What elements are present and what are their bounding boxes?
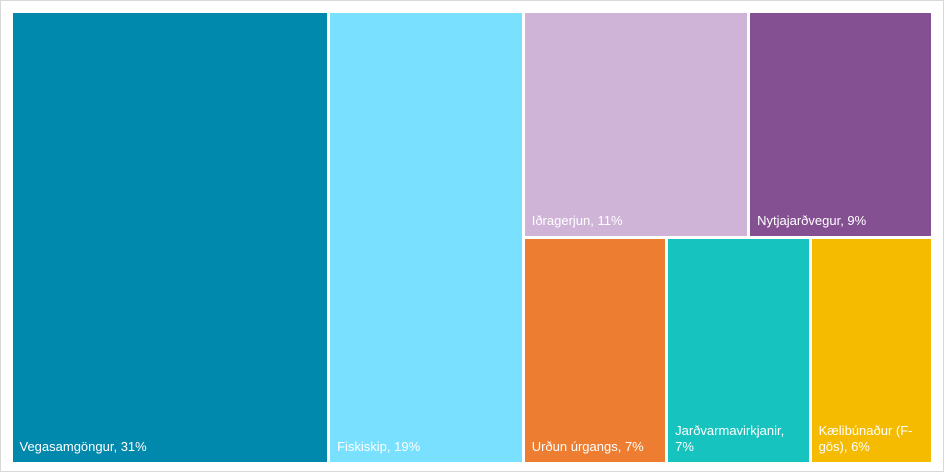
tile-label: Jarðvarmavirkjanir, 7% xyxy=(675,422,785,454)
tile-label: Fiskiskip, 19% xyxy=(337,438,421,454)
tile-kaelibunadur: Kælibúnaður (F-gös), 6% xyxy=(811,238,932,462)
tile-urdun-urgangs: Urðun úrgangs, 7% xyxy=(524,238,666,462)
tile-label: Urðun úrgangs, 7% xyxy=(531,438,644,454)
tile-label: Vegasamgöngur, 31% xyxy=(19,438,147,454)
tile-jardvarmavirkjanir: Jarðvarmavirkjanir, 7% xyxy=(668,238,809,462)
tile-fiskiskip: Fiskiskip, 19% xyxy=(330,12,522,462)
tile-nytjajardvegur: Nytjajarðvegur, 9% xyxy=(750,12,932,236)
tile-label: Nytjajarðvegur, 9% xyxy=(757,212,867,228)
tile-vegasamgongur: Vegasamgöngur, 31% xyxy=(12,12,328,462)
tile-label: Iðragerjun, 11% xyxy=(531,212,623,228)
tile-label: Kælibúnaður (F-gös), 6% xyxy=(818,422,913,454)
tile-idragerjun: Iðragerjun, 11% xyxy=(524,12,748,236)
